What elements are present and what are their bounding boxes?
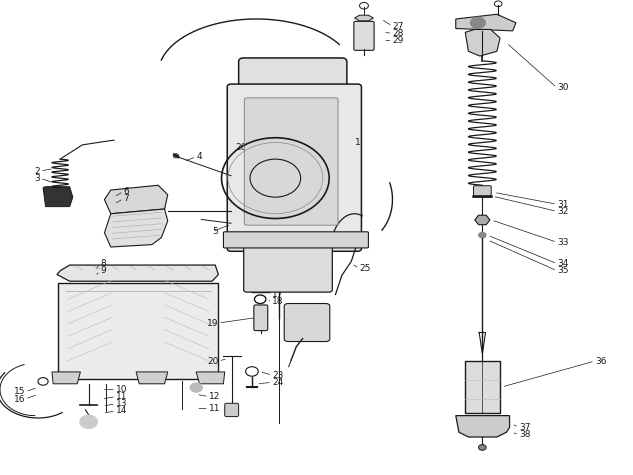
Polygon shape xyxy=(456,416,510,437)
Text: 16: 16 xyxy=(14,395,25,403)
Text: 30: 30 xyxy=(557,84,568,92)
Text: 11: 11 xyxy=(116,392,127,401)
Text: 27: 27 xyxy=(392,22,404,30)
Text: 24: 24 xyxy=(272,378,284,387)
Text: 26: 26 xyxy=(235,143,247,152)
Text: 23: 23 xyxy=(272,371,284,380)
Polygon shape xyxy=(465,29,500,56)
Text: 7: 7 xyxy=(123,194,129,203)
Polygon shape xyxy=(43,187,73,207)
Text: 15: 15 xyxy=(14,388,25,396)
Polygon shape xyxy=(136,372,168,384)
FancyBboxPatch shape xyxy=(284,304,330,342)
Circle shape xyxy=(80,415,97,428)
Polygon shape xyxy=(354,15,373,21)
FancyBboxPatch shape xyxy=(244,245,332,292)
Text: 34: 34 xyxy=(557,259,568,268)
Text: 33: 33 xyxy=(557,238,568,247)
Text: 28: 28 xyxy=(392,29,404,38)
Text: 32: 32 xyxy=(557,207,568,216)
Text: 21: 21 xyxy=(316,319,328,327)
Text: 8: 8 xyxy=(100,259,106,268)
Text: 36: 36 xyxy=(595,357,606,365)
Text: 38: 38 xyxy=(519,430,530,439)
Polygon shape xyxy=(104,209,168,247)
Text: 31: 31 xyxy=(557,200,568,209)
Polygon shape xyxy=(456,14,516,31)
Text: 5: 5 xyxy=(212,228,218,236)
Polygon shape xyxy=(475,215,490,225)
Text: 10: 10 xyxy=(116,385,127,394)
FancyBboxPatch shape xyxy=(254,305,268,331)
Text: 35: 35 xyxy=(557,266,568,275)
Polygon shape xyxy=(196,372,225,384)
Circle shape xyxy=(470,17,486,28)
Polygon shape xyxy=(58,283,218,379)
Polygon shape xyxy=(52,372,80,384)
Text: 1: 1 xyxy=(354,138,360,147)
Polygon shape xyxy=(465,361,500,413)
Text: 13: 13 xyxy=(116,399,127,408)
Text: 3: 3 xyxy=(34,174,40,182)
Circle shape xyxy=(173,154,179,158)
FancyBboxPatch shape xyxy=(239,58,347,92)
Polygon shape xyxy=(104,185,168,214)
FancyBboxPatch shape xyxy=(227,84,361,251)
Circle shape xyxy=(190,383,203,392)
FancyBboxPatch shape xyxy=(473,186,491,196)
Text: 29: 29 xyxy=(392,36,404,45)
Text: 22: 22 xyxy=(316,326,328,334)
Circle shape xyxy=(479,445,486,450)
FancyBboxPatch shape xyxy=(244,98,338,225)
Text: 25: 25 xyxy=(360,264,371,273)
FancyBboxPatch shape xyxy=(354,21,374,50)
FancyBboxPatch shape xyxy=(225,403,239,417)
Text: 37: 37 xyxy=(519,423,530,432)
Polygon shape xyxy=(57,265,218,281)
FancyBboxPatch shape xyxy=(223,232,368,248)
Text: 9: 9 xyxy=(100,266,106,275)
Text: 12: 12 xyxy=(209,392,220,401)
Text: 4: 4 xyxy=(196,152,202,161)
Text: 6: 6 xyxy=(123,187,129,196)
Text: 2: 2 xyxy=(34,167,40,175)
Text: 11: 11 xyxy=(209,404,220,413)
Text: 19: 19 xyxy=(207,319,218,327)
Text: 20: 20 xyxy=(207,357,218,365)
Text: 14: 14 xyxy=(116,407,127,415)
Text: 17: 17 xyxy=(272,290,284,299)
Circle shape xyxy=(479,232,486,238)
Text: 18: 18 xyxy=(272,297,284,306)
